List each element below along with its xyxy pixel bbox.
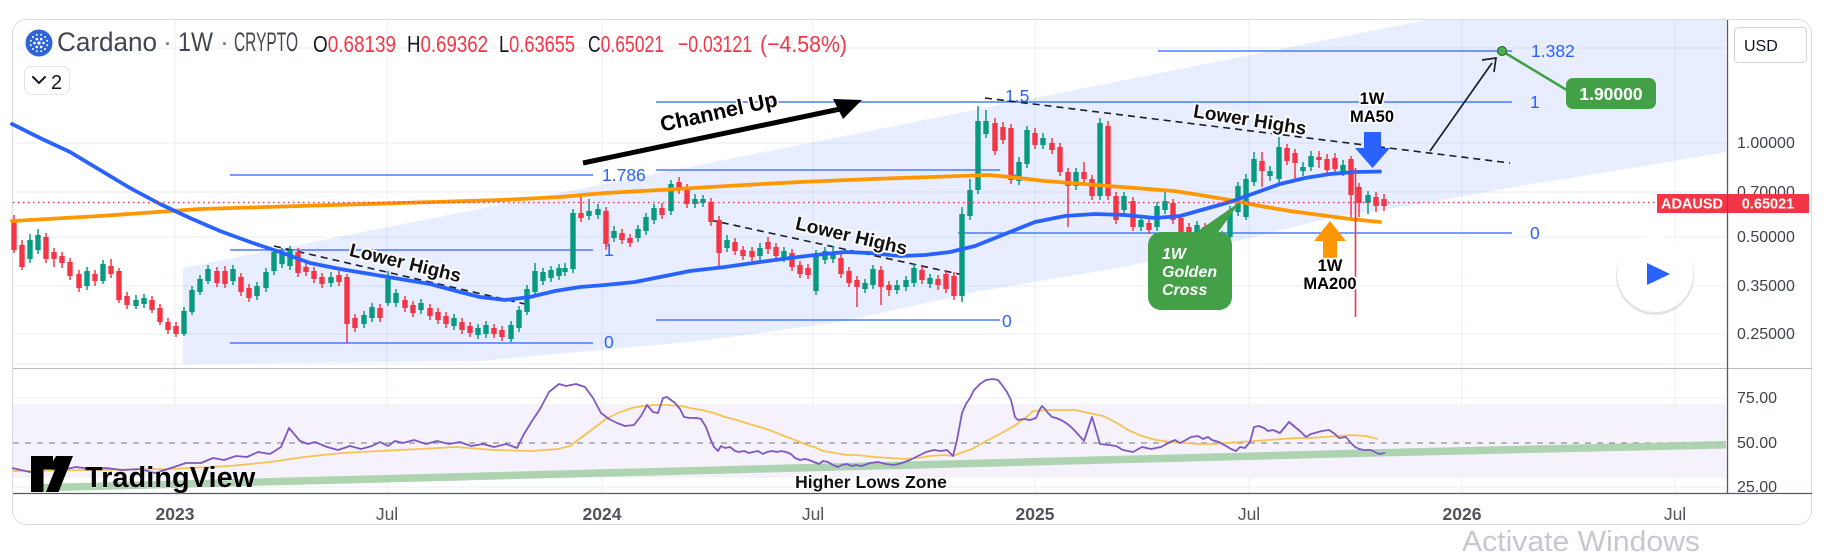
svg-text:Activate Windows: Activate Windows <box>1462 526 1700 556</box>
svg-text:Higher Lows Zone: Higher Lows Zone <box>795 472 947 492</box>
svg-text:CRYPTO: CRYPTO <box>234 27 298 57</box>
svg-text:1.382: 1.382 <box>1531 41 1575 61</box>
svg-text:MA50: MA50 <box>1350 108 1394 126</box>
svg-text:0.50000: 0.50000 <box>1737 229 1795 246</box>
svg-text:1.786: 1.786 <box>602 165 646 185</box>
svg-text:TradingView: TradingView <box>85 462 256 494</box>
svg-text:MA200: MA200 <box>1303 275 1356 293</box>
svg-text:75.00: 75.00 <box>1737 390 1777 407</box>
svg-text:−0.03121: −0.03121 <box>678 31 752 57</box>
svg-text:2024: 2024 <box>583 504 622 524</box>
svg-text:Jul: Jul <box>376 504 398 524</box>
svg-text:50.00: 50.00 <box>1737 435 1777 452</box>
svg-text:1W: 1W <box>1360 90 1385 108</box>
svg-text:USD: USD <box>1744 38 1778 55</box>
svg-text:1W: 1W <box>1318 257 1343 275</box>
svg-text:0: 0 <box>1002 311 1012 331</box>
svg-text:Golden: Golden <box>1162 264 1217 281</box>
svg-text:ADAUSD: ADAUSD <box>1661 197 1723 213</box>
svg-text:Jul: Jul <box>802 504 824 524</box>
svg-text:·: · <box>163 27 172 57</box>
svg-text:0.25000: 0.25000 <box>1737 326 1795 343</box>
svg-text:Jul: Jul <box>1664 504 1686 524</box>
svg-text:2025: 2025 <box>1016 504 1055 524</box>
svg-text:0.35000: 0.35000 <box>1737 278 1795 295</box>
svg-text:C0.65021: C0.65021 <box>588 31 664 57</box>
svg-text:0.65021: 0.65021 <box>1742 197 1794 213</box>
svg-text:1W: 1W <box>1162 246 1188 263</box>
svg-text:0: 0 <box>604 332 614 352</box>
svg-text:1W: 1W <box>178 27 213 57</box>
svg-text:L0.63655: L0.63655 <box>499 31 575 57</box>
svg-text:1: 1 <box>1530 92 1540 112</box>
svg-text:2: 2 <box>51 72 62 94</box>
svg-text:2026: 2026 <box>1443 504 1482 524</box>
svg-text:2023: 2023 <box>156 504 195 524</box>
svg-text:1.90000: 1.90000 <box>1579 84 1643 104</box>
svg-text:Jul: Jul <box>1238 504 1260 524</box>
svg-text:Cross: Cross <box>1162 282 1207 299</box>
svg-text:1.00000: 1.00000 <box>1737 135 1795 152</box>
svg-text:1: 1 <box>604 240 614 260</box>
svg-text:·: · <box>220 27 229 57</box>
svg-text:H0.69362: H0.69362 <box>407 31 488 57</box>
svg-text:Cardano: Cardano <box>57 27 157 57</box>
svg-text:O0.68139: O0.68139 <box>313 31 396 57</box>
svg-text:25.00: 25.00 <box>1737 479 1777 496</box>
svg-text:(−4.58%): (−4.58%) <box>760 31 847 57</box>
svg-text:0: 0 <box>1530 223 1540 243</box>
